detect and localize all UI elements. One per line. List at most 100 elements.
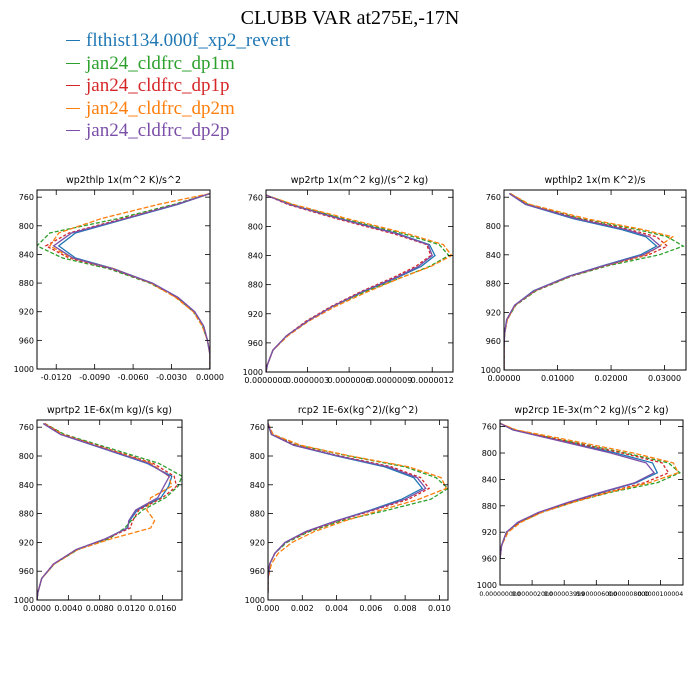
plot-panel: wprtp2 1E-6x(m kg)/(s kg) 760 800 840 880 920… [14,405,183,613]
x-tick-label: 0.0160 [148,604,176,613]
plot-panel: rcp2 1E-6x(kg^2)/(kg^2) 760 800 840 880 920 96… [245,405,451,613]
panel-title: wp2rtp 1x(m^2 kg)/(s^2 kg) [291,175,429,186]
series-line [268,423,427,593]
y-tick-label: 880 [19,510,34,519]
y-tick-label: 840 [19,250,34,259]
x-tick-label: -0.0090 [79,373,110,382]
plot-panel: wp2rcp 1E-3x(m^2 kg)/(s^2 kg) 760 800 840 88… [477,405,684,598]
y-tick-label: 920 [486,308,501,317]
y-tick-label: 880 [482,502,497,511]
legend-swatch [66,62,80,64]
x-tick-label: 0.0000 [196,373,224,382]
panel-frame [267,419,449,601]
x-tick-label: 0.0000009 [369,376,412,385]
x-tick-label: 0.000008000 [608,591,649,598]
y-tick-label: 920 [248,310,263,319]
plot-panel: wp2thlp 1x(m^2 K)/s^2 760 800 840 880 920 960 1… [14,175,224,382]
legend-label: jan24_cldfrc_dp1m [86,52,235,74]
y-tick-label: 840 [482,475,497,484]
legend: flthist134.000f_xp2_revert jan24_cldfrc_d… [66,30,290,143]
x-tick-label: 0.002 [291,604,314,613]
y-tick-label: 880 [248,281,263,290]
y-tick-label: 960 [248,339,263,348]
panel-title: wp2rcp 1E-3x(m^2 kg)/(s^2 kg) [514,405,668,416]
panel-frame [503,189,687,371]
y-tick-label: 920 [19,308,34,317]
plot-panel: wp2rtp 1x(m^2 kg)/(s^2 kg) 760 800 840 880 92… [243,175,454,385]
x-tick-label: 0.000 [257,604,280,613]
y-tick-label: 1000 [481,366,501,375]
legend-item: jan24_cldfrc_dp2p [66,120,290,143]
panel-title: wprtp2 1E-6x(m kg)/(s kg) [47,405,172,416]
series-line [37,423,173,600]
x-tick-label: 0.03000 [648,374,681,383]
series-line [44,192,210,369]
series-line [504,193,675,370]
series-line [37,423,182,600]
legend-item: flthist134.000f_xp2_revert [66,30,290,53]
panel-frame [499,419,684,586]
legend-item: jan24_cldfrc_dp1p [66,75,290,98]
x-tick-label: -0.0030 [156,373,187,382]
x-tick-label: 0.0000 [23,604,51,613]
series-group [266,194,453,372]
legend-item: jan24_cldfrc_dp1m [66,53,290,76]
panel-frame [36,189,211,370]
y-tick-label: 800 [248,222,263,231]
y-tick-label: 760 [482,423,497,432]
x-tick-label: 0.006 [359,604,382,613]
x-tick-label: 0.0040 [54,604,82,613]
y-tick-label: 920 [250,538,265,547]
x-tick-label: 0.0000006 [327,376,370,385]
x-tick-label: 0.000000000 [479,591,520,598]
x-tick-label: -0.0120 [41,373,72,382]
series-line [268,423,424,593]
y-tick-label: 920 [19,538,34,547]
legend-item: jan24_cldfrc_dp2m [66,98,290,121]
panel-frame [265,189,454,373]
y-tick-label: 760 [19,423,34,432]
legend-label: jan24_cldfrc_dp2p [86,120,230,141]
y-tick-label: 800 [19,222,34,231]
series-line [266,194,453,372]
y-tick-label: 960 [250,567,265,576]
legend-swatch [66,40,80,42]
y-tick-label: 800 [19,452,34,461]
legend-swatch [66,107,80,109]
y-tick-label: 840 [248,252,263,261]
x-tick-label: 0.000002000 [511,591,552,598]
series-group [268,423,448,593]
plot-panel: wpthlp2 1x(m K^2)/s 760 800 840 880 920 960 100… [481,175,687,383]
y-tick-label: 960 [482,555,497,564]
legend-label: jan24_cldfrc_dp2m [86,97,235,119]
series-line [57,192,210,369]
x-tick-label: 0.004 [325,604,348,613]
y-tick-label: 840 [250,481,265,490]
x-tick-label: 0.00000 [487,374,520,383]
y-tick-label: 760 [19,193,34,202]
y-tick-label: 960 [19,567,34,576]
x-tick-label: 0.0000000 [244,376,287,385]
y-tick-label: 1000 [245,596,265,605]
series-group [37,192,210,369]
y-tick-label: 1000 [14,365,34,374]
figure-title: CLUBB VAR at275E,-17N [240,7,460,29]
legend-swatch [66,85,80,87]
series-line [52,192,210,369]
series-line [268,423,448,593]
x-tick-label: 0.000006000 [576,591,617,598]
y-tick-label: 840 [19,481,34,490]
x-tick-label: 0.010 [428,604,451,613]
panel-frame [36,419,183,601]
legend-swatch [66,130,80,132]
series-line [268,423,431,593]
legend-label: flthist134.000f_xp2_revert [86,30,291,51]
y-tick-label: 760 [248,193,263,202]
x-tick-label: 0.0000012 [411,376,454,385]
x-tick-label: 0.0000003 [286,376,329,385]
x-tick-label: 0.000003999 [544,591,585,598]
x-tick-label: 0.0120 [117,604,145,613]
series-line [500,422,656,559]
y-tick-label: 800 [486,222,501,231]
